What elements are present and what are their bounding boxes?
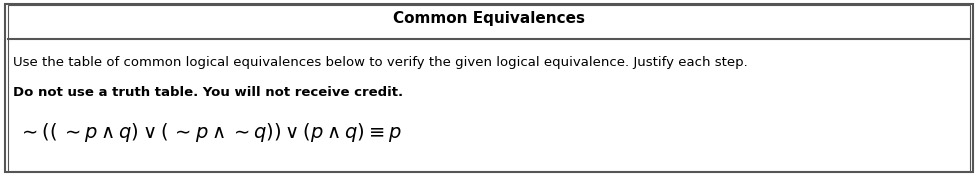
Text: Do not use a truth table. You will not receive credit.: Do not use a truth table. You will not r… bbox=[13, 86, 403, 99]
Text: Common Equivalences: Common Equivalences bbox=[393, 11, 584, 26]
Text: Use the table of common logical equivalences below to verify the given logical e: Use the table of common logical equivale… bbox=[13, 56, 746, 69]
Text: $\sim ((\, \sim p \wedge q) \vee (\, \sim p \wedge \sim q)) \vee (p \wedge q) \e: $\sim ((\, \sim p \wedge q) \vee (\, \si… bbox=[18, 121, 402, 144]
